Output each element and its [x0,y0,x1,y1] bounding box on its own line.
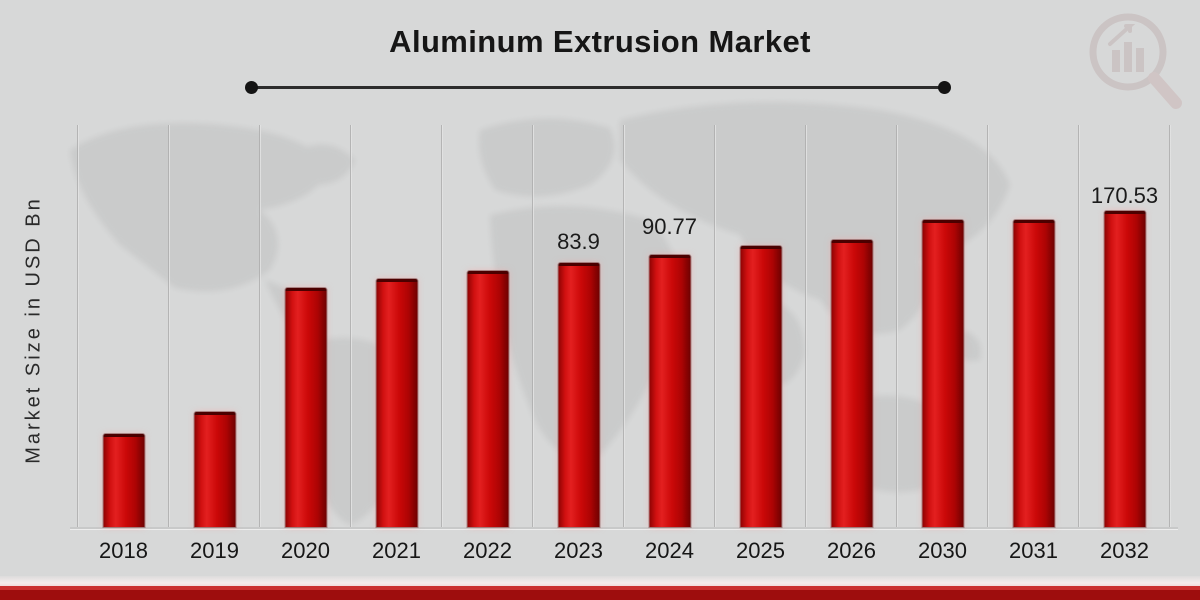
gridline [987,125,989,527]
bar-column-2031 [988,125,1079,527]
bar-2023 [558,263,599,527]
x-axis-label-2023: 2023 [554,538,603,563]
bar-2020 [285,288,326,527]
x-axis-label-2024: 2024 [645,538,694,563]
magnifier-bar-chart-logo-watermark [1089,13,1182,109]
bar-2031 [1013,220,1054,527]
x-axis-label-2026: 2026 [827,538,876,563]
footer-stripe-pale [0,576,1200,586]
gridline [441,125,443,527]
gridline [259,125,261,527]
gridline [77,125,79,527]
gridline [805,125,807,527]
bar-2024 [649,255,690,527]
data-label-2023: 83.9 [557,229,600,255]
bar-2019 [194,411,235,527]
title-underline [245,81,951,94]
bar-2018 [103,433,144,527]
footer-stripe-bright-red [0,586,1200,590]
bar-column-2030 [897,125,988,527]
gridline [1169,125,1171,527]
gridline [168,125,170,527]
gridline [896,125,898,527]
bar-2025 [740,245,781,527]
bar-column-2025 [715,125,806,527]
underline-right-dot-icon [938,81,951,94]
bar-column-2018 [78,125,169,527]
bar-2032 [1104,210,1145,527]
bar-column-2021 [351,125,442,527]
bar-2022 [467,271,508,527]
gridline [532,125,534,527]
x-axis-label-2025: 2025 [736,538,785,563]
data-label-2032: 170.53 [1090,182,1159,208]
underline-left-dot-icon [245,81,258,94]
data-label-2024: 90.77 [641,214,698,240]
gridline [1078,125,1080,527]
x-axis-label-2030: 2030 [918,538,967,563]
bar-column-2019 [169,125,260,527]
x-axis-label-2031: 2031 [1009,538,1058,563]
y-axis-title: Market Size in USD Bn [22,196,45,464]
bar-column-2023: 83.9 [533,125,624,527]
gridline [623,125,625,527]
bar-2030 [922,220,963,527]
bar-column-2032: 170.53 [1079,125,1170,527]
x-axis-label-2020: 2020 [281,538,330,563]
plot-area: 83.9 90.77 170.53 [70,125,1178,529]
x-axis-label-2019: 2019 [190,538,239,563]
x-axis: 2018 2019 2020 2021 2022 2023 2024 2025 2026 2030… [78,538,1170,568]
bar-column-2026 [806,125,897,527]
x-axis-label-2018: 2018 [99,538,148,563]
chart-title: Aluminum Extrusion Market [389,24,811,59]
bar-column-2024: 90.77 [624,125,715,527]
bar-2026 [831,240,872,527]
bar-column-2020 [260,125,351,527]
footer-stripe-dark-red [0,590,1200,600]
gridline [350,125,352,527]
x-axis-label-2032: 2032 [1100,538,1149,563]
x-axis-line [70,527,1178,529]
bar-column-2022 [442,125,533,527]
x-axis-label-2021: 2021 [372,538,421,563]
bar-2021 [376,278,417,527]
x-axis-label-2022: 2022 [463,538,512,563]
gridline [714,125,716,527]
